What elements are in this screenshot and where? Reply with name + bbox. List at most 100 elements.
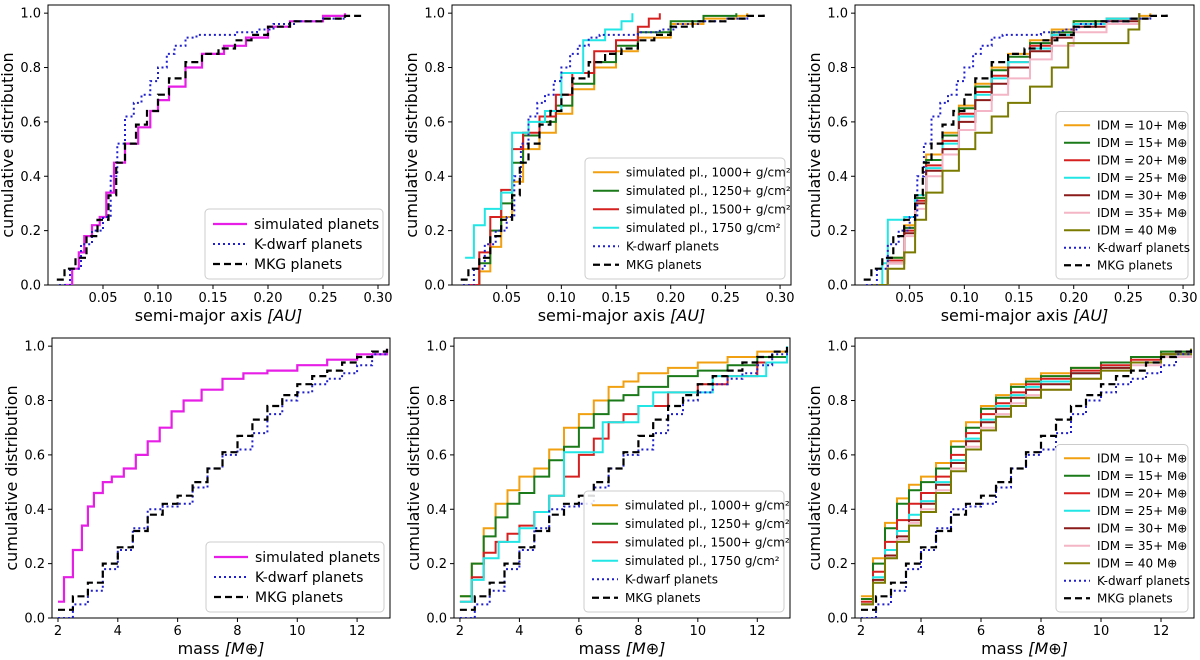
legend-label: simulated pl., 1750 g/cm² [626,221,781,235]
y-tick-label: 0.2 [424,224,445,239]
legend-label: K-dwarf planets [1097,574,1190,588]
legend-label: IDM = 10+ M⊕ [1097,119,1187,133]
legend-label: IDM = 25+ M⊕ [1097,504,1187,518]
y-tick-label: 0.0 [827,612,848,627]
plot-frame [854,337,1195,619]
y-axis-label: cumulative distribution [404,385,423,570]
legend-label: IDM = 20+ M⊕ [1097,154,1187,168]
series-group [459,346,789,618]
legend-box [583,490,785,613]
y-tick-label: 0.4 [24,503,45,518]
plot-frame [451,4,792,286]
y-tick-label: 0.2 [827,224,848,239]
series-line-sim_a [58,348,389,603]
x-tick-label: 2 [54,624,62,639]
x-tick-label: 0.20 [656,291,685,306]
panel-m-idm: 2 4 6 8 10 12 0.0 0.2 0.4 0.6 0.8 1.0 mass [M⊕] cumul… [805,337,1195,658]
y-tick-label: 0.4 [426,503,447,518]
legend-label: IDM = 40 M⊕ [1097,224,1177,238]
legend: simulated pl., 1000+ g/cm² simulated pl.,… [584,157,791,280]
legend: IDM = 10+ M⊕ IDM = 15+ M⊕ IDM = 20+ M⊕ IDM … [1055,444,1190,613]
x-tick-label: 0.15 [602,291,631,306]
x-tick-label: 0.10 [144,291,173,306]
x-axis-label: semi-major axis [AU] [941,306,1109,325]
legend-label: MKG planets [625,591,701,605]
y-tick-label: 1.0 [827,7,848,22]
legend-box [1055,444,1189,613]
y-tick-label: 0.6 [426,448,447,463]
x-tick-label: 10 [289,624,306,639]
y-tick-label: 0.6 [24,448,45,463]
x-tick-label: 2 [857,624,865,639]
y-tick-label: 0.2 [20,224,41,239]
x-tick-label: 0.15 [199,291,228,306]
x-tick-label: 0.05 [89,291,118,306]
legend: simulated planets K-dwarf planets MKG plan… [204,208,384,280]
legend-label: IDM = 35+ M⊕ [1097,539,1187,553]
series-group [58,346,389,618]
plot-frame [453,337,791,619]
y-tick-label: 0.4 [424,170,445,185]
legend-label: simulated planets [254,217,379,233]
x-tick-label: 6 [575,624,583,639]
series-line-d1000 [468,13,749,285]
x-tick-label: 0.30 [766,291,795,306]
y-tick-label: 0.8 [827,61,848,76]
legend-box [584,157,786,280]
legend-label: K-dwarf planets [1097,241,1190,255]
legend-label: IDM = 30+ M⊕ [1097,189,1187,203]
series-line-i20 [861,348,1192,603]
series-line-kdwarf [59,15,346,285]
panel-m-simple: 2 4 6 8 10 12 0.0 0.2 0.4 0.6 0.8 1.0 mass [M⊕] cumul… [2,337,391,658]
y-tick-label: 0.8 [424,61,445,76]
y-axis-label: cumulative distribution [402,52,421,237]
x-tick-label: 2 [456,624,464,639]
series-line-mkg [56,13,363,281]
x-tick-label: 0.10 [547,291,576,306]
y-axis-label: cumulative distribution [2,385,21,570]
x-tick-label: 0.30 [1169,291,1198,306]
series-line-d1750 [465,13,634,259]
y-axis-label: cumulative distribution [0,52,17,237]
y-tick-label: 0.6 [827,115,848,130]
y-tick-label: 0.0 [424,279,445,294]
y-tick-label: 0.2 [426,557,447,572]
series-line-kdwarf [462,15,749,285]
plot-frame [47,4,390,286]
legend-label: IDM = 10+ M⊕ [1097,452,1187,466]
y-tick-label: 1.0 [827,340,848,355]
x-tick-label: 0.05 [492,291,521,306]
x-tick-label: 0.15 [1005,291,1034,306]
x-tick-label: 4 [114,624,122,639]
legend-label: simulated planets [255,550,380,566]
series-line-i40 [861,348,1192,606]
legend-label: simulated pl., 1000+ g/cm² [626,166,791,180]
x-axis-label: mass [M⊕] [981,639,1068,658]
y-tick-label: 0.8 [426,394,447,409]
legend-label: MKG planets [1097,259,1173,273]
y-axis-label: cumulative distribution [805,385,824,570]
y-tick-label: 0.6 [20,115,41,130]
legend-label: simulated pl., 1750 g/cm² [625,554,780,568]
series-line-mkg [460,13,765,281]
x-tick-label: 0.10 [950,291,979,306]
legend: simulated planets K-dwarf planets MKG plan… [205,541,385,613]
x-tick-label: 10 [1093,624,1110,639]
y-tick-label: 1.0 [424,7,445,22]
series-line-kdwarf [865,15,1152,285]
series-group [460,13,765,285]
x-tick-label: 4 [515,624,523,639]
x-tick-label: 10 [690,624,707,639]
series-line-mkg [459,346,789,611]
legend: simulated pl., 1000+ g/cm² simulated pl.,… [583,490,790,613]
panel-a-idm: 0.05 0.10 0.15 0.20 0.25 0.30 0.0 0.2 0.4 0.6 0.8 1… [805,4,1198,325]
panel-a-simple: 0.05 0.10 0.15 0.20 0.25 0.30 0.0 0.2 0.4 0.6 0.8 1… [0,4,392,325]
y-tick-label: 1.0 [24,340,45,355]
legend-label: IDM = 15+ M⊕ [1097,469,1187,483]
x-tick-label: 6 [977,624,985,639]
legend: IDM = 10+ M⊕ IDM = 15+ M⊕ IDM = 20+ M⊕ IDM … [1055,111,1190,280]
legend-label: simulated pl., 1000+ g/cm² [625,499,790,513]
y-tick-label: 0.4 [20,170,41,185]
x-tick-label: 8 [233,624,241,639]
